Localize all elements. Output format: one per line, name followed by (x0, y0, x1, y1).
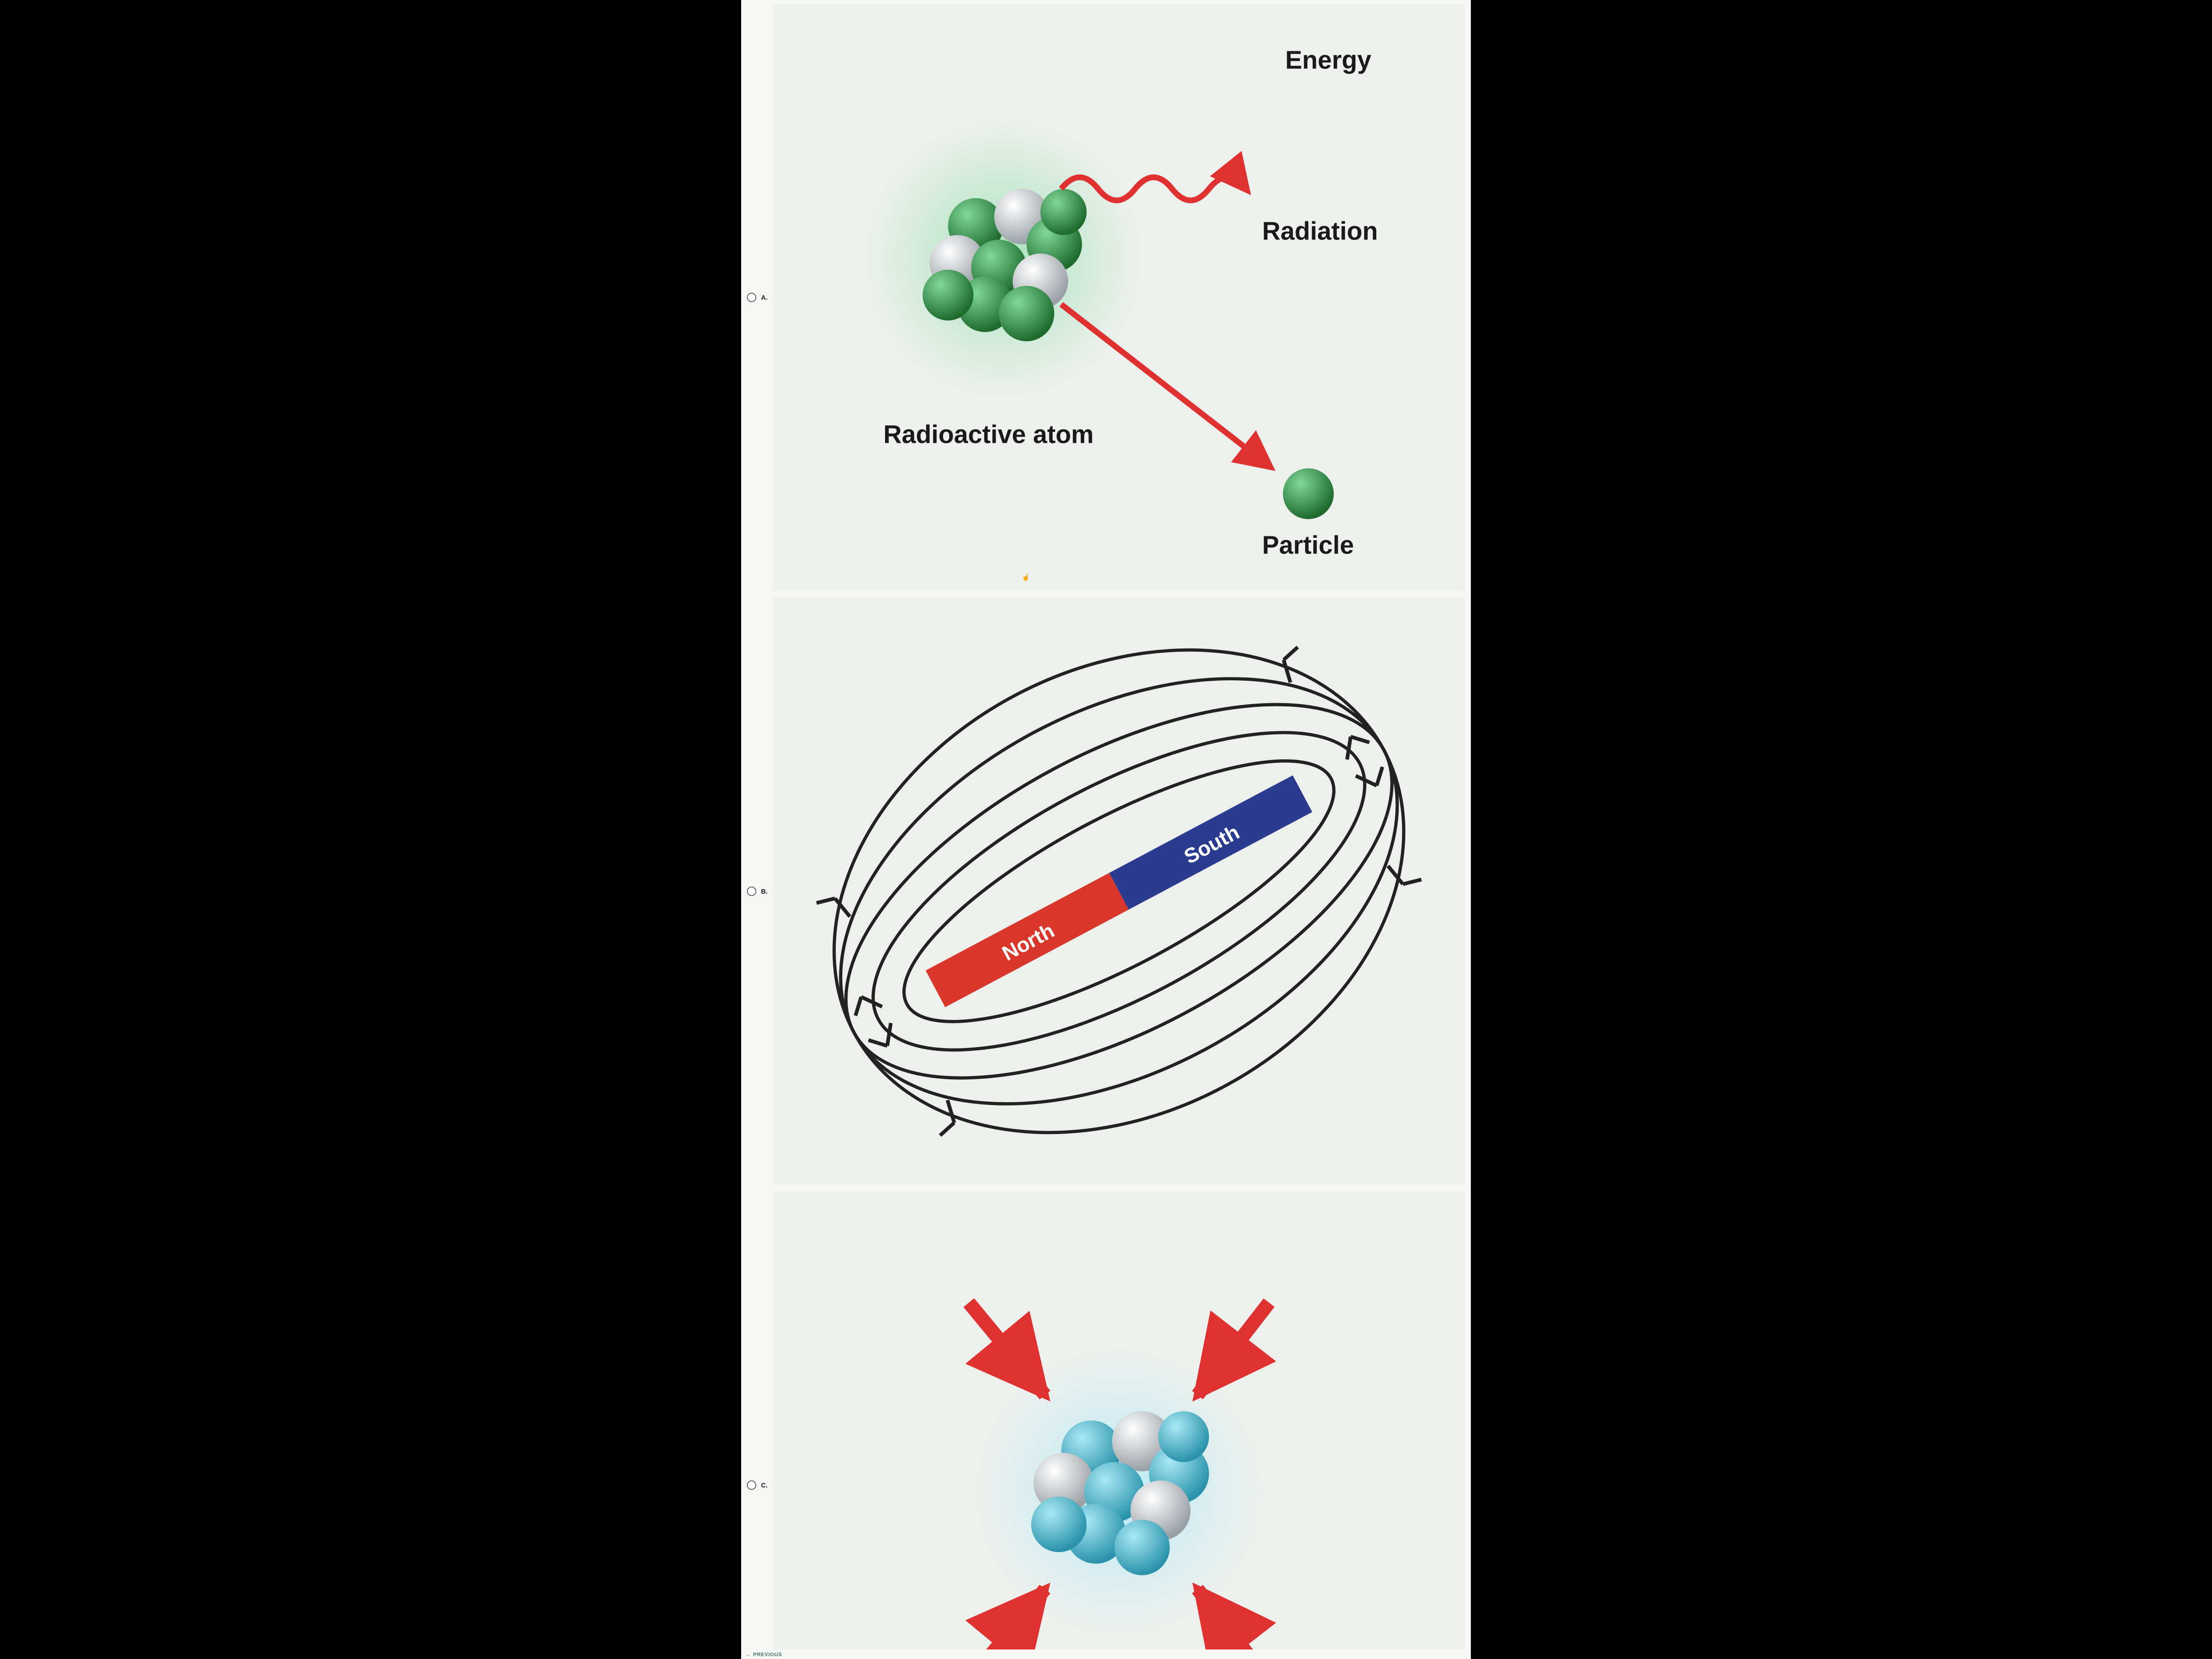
option-a-letter: A. (761, 294, 768, 301)
option-b-row: B. (747, 598, 1465, 1185)
quiz-screen: A. (741, 0, 1471, 1659)
option-c-letter: C. (761, 1481, 768, 1489)
option-a-diagram[interactable]: Energy Radiation Radioactive atom Partic… (772, 4, 1465, 591)
options-list: A. (741, 0, 1471, 1649)
option-c-radio[interactable] (747, 1480, 756, 1490)
option-a-radio-col: A. (747, 293, 772, 302)
option-c-diagram[interactable] (772, 1192, 1465, 1649)
option-a-radio[interactable] (747, 293, 756, 302)
option-c-radio-col: C. (747, 1480, 772, 1490)
option-b-radio[interactable] (747, 887, 756, 896)
footer-bar: ← PREVIOUS (741, 1649, 1471, 1659)
previous-arrow-icon[interactable]: ← (746, 1652, 752, 1658)
particle-label: Particle (1262, 532, 1354, 560)
previous-button[interactable]: PREVIOUS (753, 1652, 782, 1658)
option-b-radio-col: B. (747, 887, 772, 896)
energy-label: Energy (1285, 47, 1372, 75)
radiation-label: Radiation (1262, 217, 1378, 245)
radioactive-atom-label: Radioactive atom (883, 420, 1094, 448)
particle-icon (1283, 468, 1334, 519)
option-c-row: C. (747, 1192, 1465, 1649)
option-a-row: A. (747, 4, 1465, 591)
option-b-diagram[interactable]: North South (772, 598, 1465, 1185)
option-b-letter: B. (761, 887, 768, 895)
